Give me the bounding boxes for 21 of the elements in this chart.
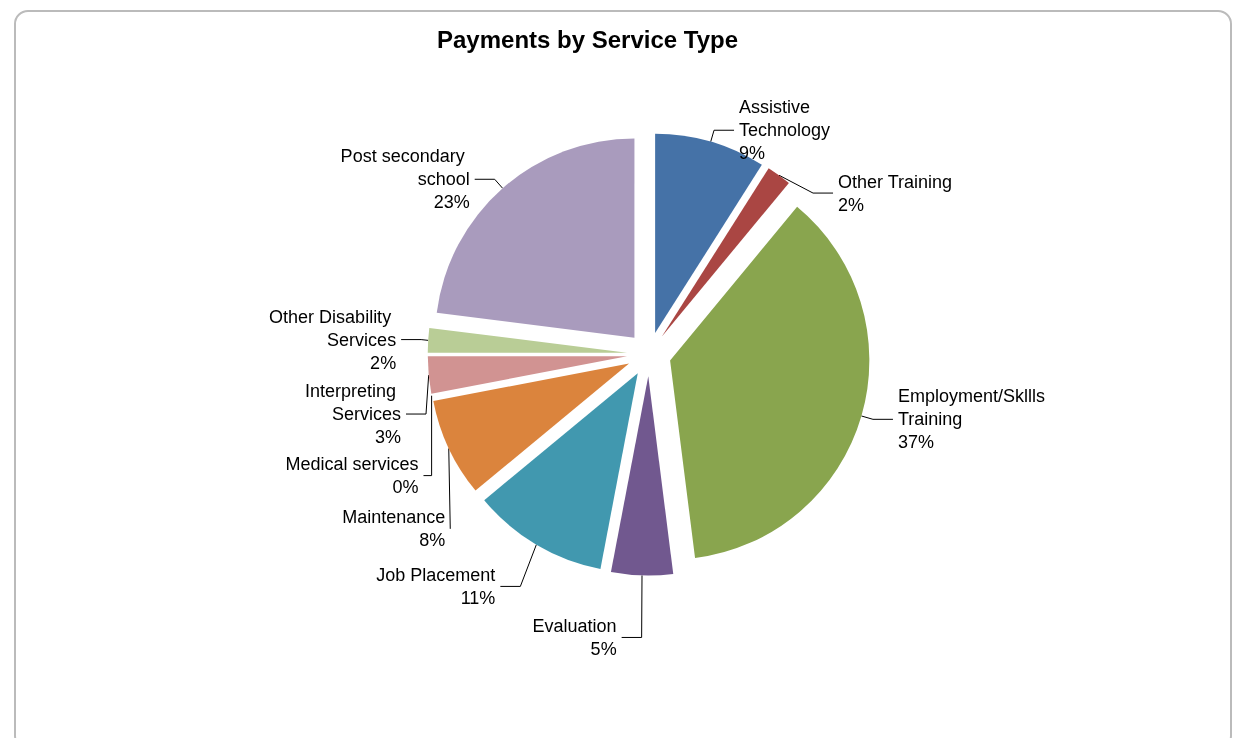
- data-label: 8%: [419, 530, 446, 551]
- data-label: 11%: [460, 587, 496, 608]
- slice-label: Other Training: [838, 171, 953, 192]
- chart-title: Payments by Service Type: [437, 25, 739, 53]
- data-label: 9%: [739, 143, 766, 164]
- slice-label: Maintenance: [342, 507, 446, 528]
- slice-label: Post secondary school: [340, 146, 470, 190]
- slice-label: Interpreting Services: [304, 381, 402, 425]
- data-label: 2%: [838, 194, 865, 215]
- slice-label: Employment/Skllls Training: [897, 386, 1051, 430]
- data-label: 3%: [374, 427, 402, 448]
- category-label: Medical services: [285, 454, 419, 475]
- slice-label: Job Placement: [376, 564, 496, 585]
- slice-label: Evaluation: [532, 615, 617, 636]
- data-label: 23%: [433, 192, 470, 213]
- text: 0%: [392, 477, 419, 498]
- slice-label: Assistive Technology: [739, 97, 831, 141]
- data-label: 37%: [897, 432, 934, 453]
- slice-label: Other Disability Services: [269, 306, 397, 350]
- data-label: 2%: [370, 352, 397, 373]
- data-label: 5%: [590, 638, 617, 659]
